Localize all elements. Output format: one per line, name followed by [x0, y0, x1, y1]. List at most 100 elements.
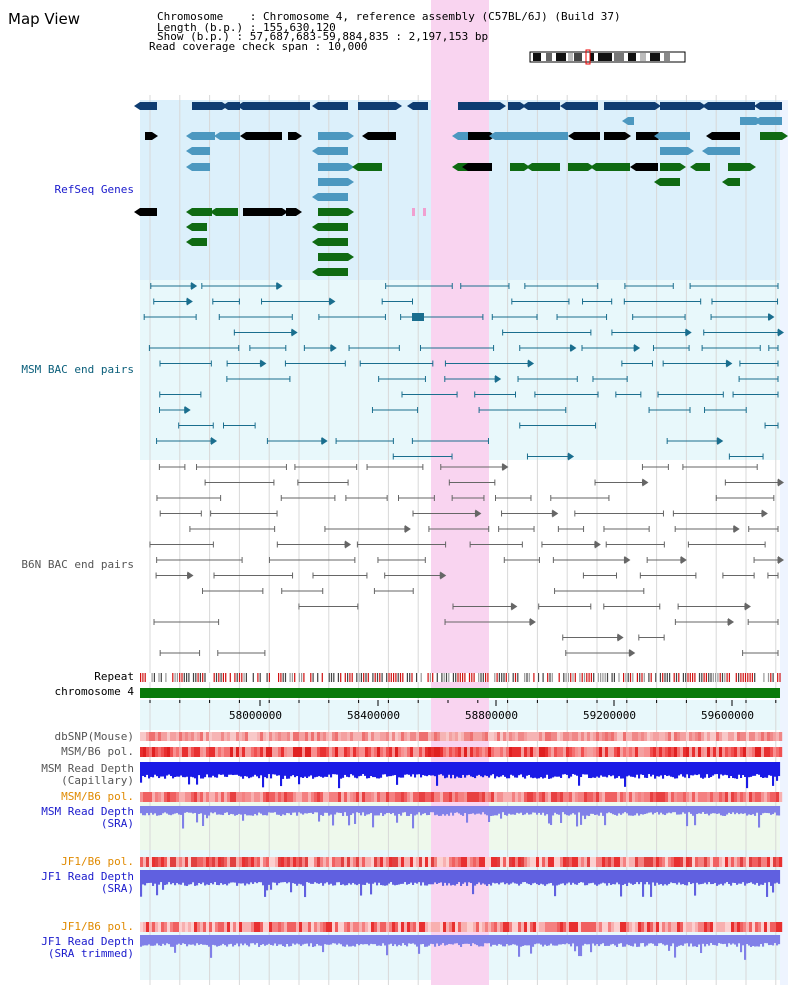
msm-depth-sra-bar	[238, 806, 241, 814]
jf1-depth-trimmed-bar	[226, 935, 229, 947]
msm-depth-sra-bar	[428, 806, 431, 815]
jf1-depth-trimmed-bar	[632, 935, 635, 947]
msm-depth-capillary-bar	[220, 762, 223, 775]
dbsnp-cell	[725, 732, 729, 741]
msm-pol-cell	[770, 747, 774, 757]
jf1-depth-trimmed-bar	[636, 935, 639, 947]
jf1-depth-trimmed-bar	[298, 935, 301, 945]
jf1-depth-sra-bar	[314, 870, 317, 883]
track-label-jf1-depth-sra[interactable]: JF1 Read Depth (SRA)	[41, 870, 134, 895]
track-label-msm-pol-1[interactable]: MSM/B6 pol.	[61, 745, 134, 758]
msm-pol2-cell	[206, 792, 210, 802]
jf1-pol-cell	[275, 857, 279, 867]
msm-depth-capillary-bar	[156, 762, 159, 777]
dbsnp-cell	[665, 732, 669, 741]
ideogram-band	[598, 53, 612, 61]
jf1-pol2-cell	[368, 922, 372, 932]
msm-depth-capillary-bar	[340, 762, 343, 779]
dbsnp-cell	[287, 732, 291, 741]
jf1-depth-sra-bar	[576, 870, 579, 885]
jf1-pol-cell	[617, 857, 621, 867]
msm-pol-cell	[506, 747, 510, 757]
jf1-pol-cell	[353, 857, 357, 867]
msm-pol2-cell	[239, 792, 243, 802]
repeat-mark	[726, 673, 728, 682]
msm-depth-capillary-bar	[404, 762, 407, 775]
jf1-pol2-cell	[416, 922, 420, 932]
track-label-jf1-depth-trimmed[interactable]: JF1 Read Depth (SRA trimmed)	[41, 935, 134, 960]
msm-depth-sra-bar	[604, 806, 607, 826]
repeat-mark	[480, 673, 482, 682]
msm-pol-cell	[590, 747, 594, 757]
jf1-depth-trimmed-bar	[434, 935, 437, 947]
msm-pol-cell	[140, 747, 144, 757]
msm-pol2-cell	[755, 792, 759, 802]
repeat-mark	[574, 673, 576, 682]
jf1-pol-cell	[644, 857, 648, 867]
jf1-depth-sra-bar	[272, 870, 275, 883]
dbsnp-cell	[647, 732, 651, 741]
msm-depth-capillary-bar	[282, 762, 285, 779]
jf1-depth-trimmed-bar	[686, 935, 689, 944]
msm-depth-sra-bar	[192, 806, 195, 814]
dbsnp-cell	[326, 732, 330, 741]
jf1-pol-cell	[773, 857, 777, 867]
jf1-depth-sra-bar	[320, 870, 323, 883]
msm-bac-end-pair-end	[260, 359, 267, 368]
jf1-depth-trimmed-bar	[366, 935, 369, 945]
msm-depth-capillary-bar	[352, 762, 355, 776]
msm-pol2-cell	[191, 792, 195, 802]
jf1-depth-sra-bar	[430, 870, 433, 885]
msm-pol-cell	[677, 747, 681, 757]
jf1-depth-sra-bar	[514, 870, 517, 884]
track-label-repeat[interactable]: Repeat	[94, 670, 134, 683]
msm-pol2-cell	[578, 792, 582, 802]
jf1-pol2-cell	[563, 922, 567, 932]
msm-depth-sra-bar	[732, 806, 735, 813]
track-label-msm-depth-sra[interactable]: MSM Read Depth (SRA)	[41, 805, 134, 830]
dbsnp-cell	[233, 732, 237, 741]
msm-pol2-cell	[428, 792, 432, 802]
msm-depth-sra-bar	[636, 806, 639, 814]
msm-depth-capillary-bar	[720, 762, 723, 775]
track-label-msm-bac[interactable]: MSM BAC end pairs	[21, 363, 134, 376]
msm-depth-capillary-bar	[212, 762, 215, 776]
jf1-depth-trimmed-bar	[712, 935, 715, 945]
dbsnp-cell	[620, 732, 624, 741]
track-label-jf1-pol-2[interactable]: JF1/B6 pol.	[61, 920, 134, 933]
jf1-depth-sra-bar	[684, 870, 687, 886]
msm-pol-cell	[749, 747, 753, 757]
jf1-pol-cell	[215, 857, 219, 867]
msm-depth-capillary-bar	[350, 762, 353, 775]
msm-depth-capillary-bar	[490, 762, 493, 776]
jf1-depth-sra-bar	[638, 870, 641, 885]
track-label-dbsnp[interactable]: dbSNP(Mouse)	[54, 730, 134, 743]
track-label-msm-pol-2[interactable]: MSM/B6 pol.	[61, 790, 134, 803]
track-label-jf1-pol-1[interactable]: JF1/B6 pol.	[61, 855, 134, 868]
msm-pol-cell	[467, 747, 471, 757]
track-label-msm-depth-capillary[interactable]: MSM Read Depth (Capillary)	[41, 762, 134, 787]
jf1-depth-sra-bar	[704, 870, 707, 883]
jf1-depth-trimmed-bar	[148, 935, 151, 945]
jf1-depth-sra-bar	[678, 870, 681, 883]
track-label-refseq[interactable]: RefSeq Genes	[54, 183, 134, 196]
jf1-depth-trimmed-bar	[736, 935, 739, 947]
msm-depth-sra-bar	[424, 806, 427, 814]
msm-pol2-cell	[185, 792, 189, 802]
jf1-pol-cell	[506, 857, 510, 867]
dbsnp-cell	[392, 732, 396, 741]
axis-tick-label: 58800000	[465, 709, 518, 722]
jf1-depth-sra-bar	[308, 870, 311, 883]
repeat-mark	[153, 673, 155, 682]
jf1-pol-cell	[386, 857, 390, 867]
msm-pol-cell	[494, 747, 498, 757]
jf1-depth-trimmed-bar	[746, 935, 749, 945]
repeat-mark	[751, 673, 753, 682]
jf1-depth-trimmed-bar	[384, 935, 387, 946]
dbsnp-cell	[464, 732, 468, 741]
track-label-b6n-bac[interactable]: B6N BAC end pairs	[21, 558, 134, 571]
msm-depth-sra-bar	[296, 806, 299, 816]
jf1-pol-cell	[629, 857, 633, 867]
jf1-pol2-cell	[329, 922, 333, 932]
